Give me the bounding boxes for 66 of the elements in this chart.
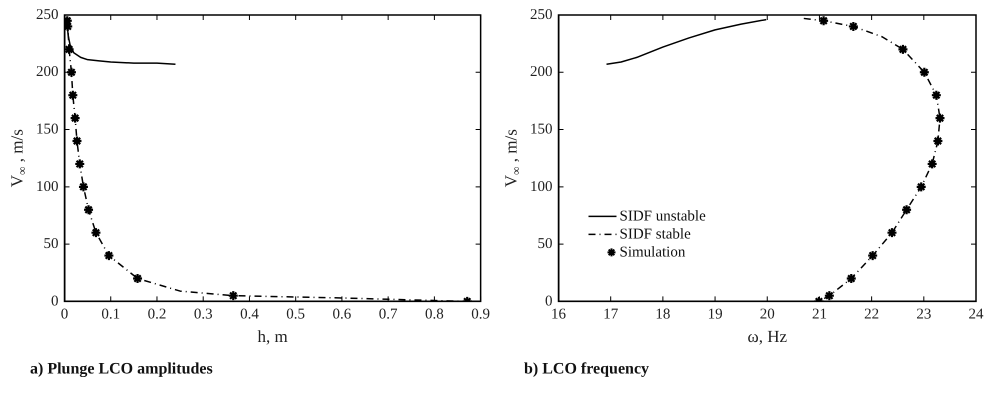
point bbox=[886, 227, 898, 238]
point bbox=[930, 90, 942, 101]
point bbox=[818, 15, 830, 26]
x-tick-label: 23 bbox=[916, 306, 932, 322]
x-tick-label: 19 bbox=[708, 306, 723, 322]
text: a) Plunge LCO amplitudes bbox=[30, 360, 213, 378]
point bbox=[926, 158, 938, 170]
x-tick-label: 24 bbox=[968, 306, 984, 322]
x-tick-label: 0.1 bbox=[101, 306, 120, 322]
x-tick-label: 0.7 bbox=[378, 306, 398, 322]
y-tick-label: 100 bbox=[530, 178, 552, 195]
x-tick-label: 0.3 bbox=[194, 306, 213, 322]
y-tick-label: 200 bbox=[530, 64, 552, 80]
x-axis-title: ω, Hz bbox=[747, 327, 788, 346]
point bbox=[918, 66, 930, 78]
x-axis-title: h, m bbox=[257, 327, 288, 346]
y-tick-label: 250 bbox=[530, 6, 552, 23]
y-tick-label: 200 bbox=[36, 64, 58, 80]
point bbox=[932, 135, 944, 147]
legend-label: Simulation bbox=[620, 244, 686, 260]
point bbox=[103, 250, 114, 262]
point bbox=[900, 204, 912, 216]
y-axis-title: V∞ , m/s bbox=[501, 129, 524, 188]
x-tick-label: 0.6 bbox=[332, 306, 352, 322]
x-tick-label: 0.9 bbox=[471, 306, 490, 322]
point bbox=[90, 227, 102, 238]
y-tick-label: 0 bbox=[545, 293, 552, 310]
x-tick-label: 18 bbox=[655, 306, 670, 322]
point bbox=[934, 112, 946, 124]
y-tick-label: 150 bbox=[36, 121, 58, 138]
y-tick-label: 0 bbox=[51, 293, 58, 310]
point bbox=[846, 272, 857, 284]
point bbox=[848, 20, 859, 32]
legend-label: SIDF stable bbox=[620, 226, 692, 242]
point bbox=[74, 158, 86, 170]
x-tick-label: 0.2 bbox=[148, 306, 166, 322]
point bbox=[66, 66, 78, 78]
x-tick-label: 0.4 bbox=[240, 306, 260, 322]
point bbox=[897, 44, 909, 55]
legend-label: SIDF unstable bbox=[620, 208, 706, 224]
x-tick-label: 0 bbox=[60, 306, 68, 322]
point bbox=[70, 112, 81, 124]
point bbox=[824, 290, 835, 302]
x-tick-label: 0.8 bbox=[425, 306, 444, 322]
y-tick-label: 50 bbox=[538, 236, 552, 252]
x-tick-label: 22 bbox=[864, 306, 880, 322]
point bbox=[132, 272, 144, 284]
x-tick-label: 16 bbox=[551, 306, 566, 322]
point bbox=[228, 290, 239, 302]
y-tick-label: 250 bbox=[36, 6, 58, 23]
point bbox=[82, 204, 94, 216]
x-tick-label: 0.5 bbox=[286, 306, 306, 322]
text: b) LCO frequency bbox=[524, 360, 650, 378]
x-tick-label: 20 bbox=[760, 306, 775, 322]
x-tick-label: 21 bbox=[812, 306, 827, 322]
point bbox=[916, 181, 927, 192]
point bbox=[867, 250, 878, 262]
point bbox=[78, 181, 90, 192]
y-tick-label: 100 bbox=[36, 178, 58, 195]
y-axis-title: V∞ , m/s bbox=[7, 129, 30, 188]
point bbox=[71, 135, 83, 147]
y-tick-label: 50 bbox=[44, 236, 58, 252]
point bbox=[64, 44, 75, 55]
point bbox=[67, 90, 78, 101]
y-tick-label: 150 bbox=[530, 121, 552, 138]
x-tick-label: 17 bbox=[603, 306, 619, 322]
